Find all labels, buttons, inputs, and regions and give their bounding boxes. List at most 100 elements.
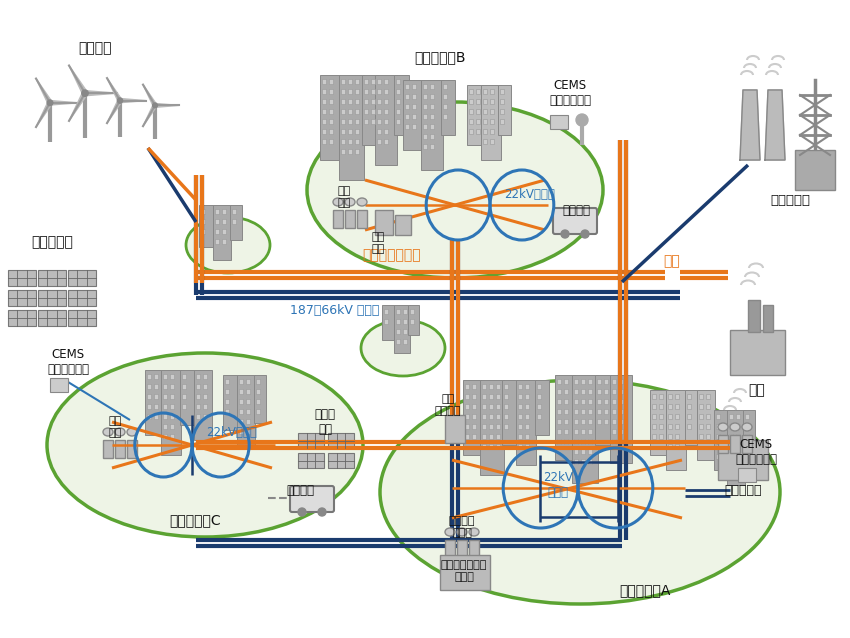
Bar: [355, 99, 360, 104]
Bar: [476, 129, 480, 134]
Bar: [322, 79, 326, 84]
Bar: [68, 310, 96, 326]
Bar: [38, 310, 66, 326]
Bar: [736, 414, 740, 419]
Bar: [342, 119, 345, 124]
Bar: [469, 129, 473, 134]
Bar: [574, 439, 578, 444]
Bar: [348, 109, 353, 114]
Bar: [375, 210, 393, 235]
Polygon shape: [85, 91, 117, 96]
Bar: [430, 114, 434, 119]
Bar: [535, 380, 549, 435]
Bar: [384, 99, 388, 104]
Circle shape: [576, 114, 588, 126]
Bar: [476, 119, 480, 124]
Bar: [201, 209, 205, 214]
Bar: [652, 434, 656, 439]
Bar: [557, 399, 561, 404]
Bar: [489, 384, 493, 389]
Bar: [298, 433, 324, 448]
Bar: [443, 104, 447, 109]
Bar: [423, 114, 427, 119]
Bar: [465, 384, 469, 389]
Text: 水素バス: 水素バス: [286, 484, 314, 496]
Text: 〉〉: 〉〉: [663, 254, 680, 268]
Text: CEMS
コントローラ: CEMS コントローラ: [735, 438, 777, 466]
Bar: [246, 389, 250, 394]
Bar: [203, 384, 207, 389]
Bar: [572, 375, 598, 483]
Bar: [239, 399, 243, 404]
Bar: [699, 394, 703, 399]
Bar: [501, 119, 505, 124]
Bar: [225, 379, 229, 384]
Bar: [668, 404, 672, 409]
Bar: [342, 89, 345, 94]
Bar: [505, 404, 508, 409]
Bar: [355, 79, 360, 84]
Bar: [516, 380, 536, 465]
Bar: [498, 85, 512, 135]
Bar: [525, 424, 529, 429]
Bar: [588, 449, 592, 454]
Bar: [706, 414, 710, 419]
Bar: [481, 85, 501, 160]
Bar: [482, 434, 486, 439]
Bar: [469, 119, 473, 124]
Bar: [147, 404, 151, 409]
Bar: [619, 439, 623, 444]
Ellipse shape: [186, 217, 270, 273]
Bar: [604, 419, 608, 424]
Polygon shape: [107, 78, 122, 101]
Ellipse shape: [742, 423, 752, 431]
Bar: [482, 414, 486, 419]
Bar: [364, 99, 368, 104]
Bar: [581, 429, 585, 434]
Bar: [423, 84, 427, 89]
Bar: [496, 394, 500, 399]
Bar: [322, 139, 326, 144]
Polygon shape: [107, 100, 122, 123]
Bar: [574, 409, 578, 414]
Ellipse shape: [115, 428, 125, 436]
Bar: [355, 89, 360, 94]
Bar: [199, 205, 213, 247]
Bar: [246, 409, 250, 414]
Bar: [537, 414, 541, 419]
Bar: [489, 444, 493, 449]
Circle shape: [561, 230, 569, 238]
Circle shape: [581, 230, 589, 238]
Ellipse shape: [307, 102, 603, 278]
Bar: [687, 404, 691, 409]
Bar: [115, 440, 125, 458]
Bar: [329, 119, 333, 124]
Bar: [496, 414, 500, 419]
Text: 187～66kV 送電網: 187～66kV 送電網: [291, 304, 380, 316]
Bar: [180, 370, 194, 425]
Bar: [348, 149, 353, 154]
Bar: [403, 309, 407, 314]
Bar: [196, 414, 200, 419]
Bar: [685, 390, 699, 445]
Bar: [8, 270, 36, 286]
Bar: [729, 424, 733, 429]
Bar: [490, 99, 494, 104]
Text: メガソーラ: メガソーラ: [31, 235, 73, 249]
Circle shape: [153, 103, 157, 108]
Circle shape: [48, 100, 53, 106]
Bar: [382, 305, 394, 340]
Bar: [201, 229, 205, 234]
Bar: [736, 464, 740, 469]
Bar: [574, 429, 578, 434]
Bar: [384, 79, 388, 84]
Bar: [472, 414, 476, 419]
FancyBboxPatch shape: [553, 208, 597, 234]
Bar: [480, 380, 504, 475]
Bar: [443, 84, 447, 89]
Polygon shape: [155, 103, 179, 107]
Bar: [362, 75, 378, 145]
Bar: [215, 209, 219, 214]
Bar: [412, 104, 416, 109]
Bar: [395, 215, 411, 235]
